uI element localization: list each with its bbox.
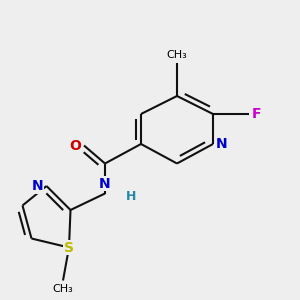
Text: N: N (99, 176, 111, 190)
Text: O: O (69, 139, 81, 152)
Text: F: F (252, 107, 262, 121)
Text: CH₃: CH₃ (52, 284, 74, 293)
Text: N: N (216, 137, 228, 151)
Text: N: N (32, 179, 44, 193)
Text: CH₃: CH₃ (167, 50, 188, 60)
Text: S: S (64, 241, 74, 254)
Text: H: H (126, 190, 136, 203)
